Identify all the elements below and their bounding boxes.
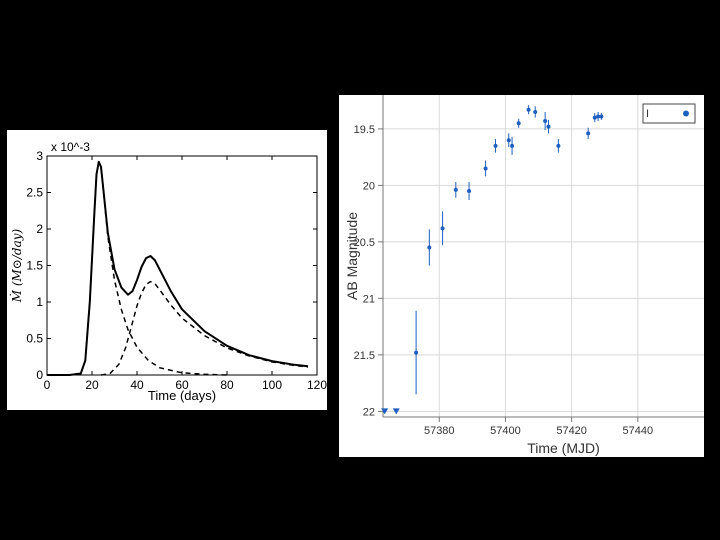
data-point — [506, 138, 511, 143]
data-point — [414, 350, 419, 355]
data-point — [493, 143, 498, 148]
data-point — [453, 187, 458, 192]
x-tick-label: 40 — [130, 378, 144, 392]
y-tick-label: 21 — [363, 293, 375, 305]
component-dashed-line-1 — [47, 161, 228, 376]
data-point — [543, 118, 548, 123]
y-tick-label: 3 — [36, 149, 43, 163]
x-tick-label: 57400 — [490, 425, 521, 437]
y-tick-label: 1.5 — [26, 259, 43, 273]
data-point — [599, 114, 604, 119]
component-dashed-line-2 — [100, 280, 309, 376]
data-point — [467, 189, 472, 194]
data-point — [533, 109, 538, 114]
y-tick-label: 20.5 — [354, 237, 375, 249]
data-point — [592, 115, 597, 120]
legend-marker — [683, 110, 689, 117]
legend-label: I — [646, 108, 649, 120]
x-tick-label: 80 — [220, 378, 234, 392]
data-point — [483, 166, 488, 171]
y-tick-label: 1 — [36, 295, 43, 309]
x-axis-label: Time (MJD) — [527, 440, 600, 456]
mass-accretion-chart-panel: 0 20 40 60 80 100 120 0 0.5 1 1.5 2 2.5 3 x 10^-3 Time … — [7, 130, 327, 410]
y-tick-label: 21.5 — [354, 350, 375, 362]
y-tick-label: 2 — [36, 222, 43, 236]
y-axis-label: AB Magnitude — [344, 212, 360, 300]
data-point — [516, 121, 521, 126]
x-tick-label: 57420 — [556, 425, 587, 437]
data-point — [440, 226, 445, 231]
data-point — [546, 124, 551, 129]
data-point — [586, 131, 591, 136]
upper-limit-marker — [381, 408, 389, 415]
data-point — [427, 245, 432, 250]
legend-box — [642, 103, 696, 124]
x-tick-label: 20 — [85, 378, 99, 392]
lightcurve-chart-panel: 57380 57400 57420 57440 19.5 20 20.5 21 21.5 22 Ti… — [339, 95, 704, 457]
lightcurve-chart: 57380 57400 57420 57440 19.5 20 20.5 21 21.5 22 Ti… — [344, 95, 704, 456]
x-tick-label: 57380 — [424, 425, 455, 437]
y-tick-label: 0.5 — [26, 332, 43, 346]
data-point — [556, 143, 561, 148]
x-tick-label: 60 — [175, 378, 189, 392]
y-scale-note: x 10^-3 — [51, 140, 90, 154]
x-tick-label: 0 — [44, 378, 51, 392]
y-tick-label: 22 — [363, 406, 375, 418]
y-axis-label: Ṁ (M⊙/day) — [9, 228, 24, 303]
data-point — [510, 143, 515, 148]
data-point — [526, 107, 531, 112]
upper-limit-marker — [392, 408, 400, 415]
x-tick-label: 100 — [262, 378, 282, 392]
y-tick-label: 20 — [363, 180, 375, 192]
x-tick-label: 120 — [307, 378, 327, 392]
data-point — [596, 114, 601, 119]
x-axis-label: Time (days) — [148, 388, 216, 403]
y-tick-label: 19.5 — [354, 124, 375, 136]
y-tick-label: 0 — [36, 368, 43, 382]
y-tick-label: 2.5 — [26, 186, 43, 200]
mass-accretion-chart: 0 20 40 60 80 100 120 0 0.5 1 1.5 2 2.5 3 x 10^-3 Time … — [9, 140, 327, 403]
x-tick-label: 57440 — [623, 425, 654, 437]
